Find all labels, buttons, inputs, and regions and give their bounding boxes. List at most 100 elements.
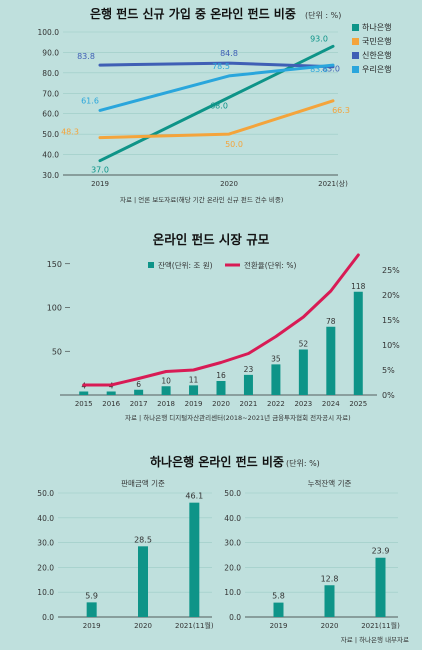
chart1-data-label: 93.0 — [310, 34, 328, 43]
chart1-unit: (단위 : %) — [305, 10, 341, 20]
chart2-bar-label: 11 — [189, 375, 199, 384]
chart2-right-ytick-label: 10% — [382, 341, 400, 350]
chart2-right-ytick-label: 20% — [382, 291, 400, 300]
chart2-xtick-label: 2017 — [130, 400, 148, 408]
chart3-bar-label: 46.1 — [185, 492, 203, 501]
chart2-xtick-label: 2024 — [322, 400, 340, 408]
chart2-bar — [243, 374, 253, 395]
chart1-data-label: 84.8 — [220, 49, 238, 58]
chart1-data-label: 66.3 — [332, 106, 350, 115]
chart2-left-ytick-label: 150 — [47, 260, 62, 269]
chart1-ytick-label: 30.0 — [42, 171, 59, 180]
chart1-data-label: 83.8 — [310, 65, 328, 74]
chart1-series-line — [98, 61, 335, 69]
chart1-legend-swatch — [352, 24, 359, 31]
chart2-right-ytick-label: 25% — [382, 266, 400, 275]
chart3-ytick-label: 10.0 — [37, 588, 54, 597]
chart1-data-label: 83.0 — [322, 65, 340, 74]
chart2-bar-label: 35 — [271, 354, 281, 363]
chart2-source: 자료 | 하나은행 디지털자산관리센터(2018~2021년 금융투자협회 전자… — [125, 413, 351, 422]
chart2-bar-label: 16 — [216, 371, 226, 380]
chart2-bar — [271, 364, 281, 395]
chart2-legend-swatch-bar — [148, 262, 154, 268]
chart2-bar — [134, 389, 144, 395]
chart1-data-label: 50.0 — [225, 140, 243, 149]
chart3-bar-label: 23.9 — [372, 547, 390, 556]
chart1-data-label: 83.8 — [77, 52, 95, 61]
chart2-title: 온라인 펀드 시장 규모 — [153, 232, 270, 247]
chart3-ytick-label: 20.0 — [224, 563, 241, 572]
chart1-xtick-label: 2020 — [220, 180, 238, 188]
chart1-series-line — [98, 44, 335, 163]
chart3-bar — [138, 546, 148, 617]
chart3-bar-label: 12.8 — [321, 574, 339, 583]
chart2-xtick-label: 2020 — [212, 400, 230, 408]
chart3-xtick-label: 2019 — [83, 622, 101, 630]
chart2-bar-label: 6 — [136, 380, 141, 389]
chart2-bar — [216, 381, 226, 395]
chart3-xtick-label: 2021(11월) — [361, 621, 400, 630]
chart2-bar — [326, 326, 336, 395]
chart3-ytick-label: 40.0 — [37, 514, 54, 523]
chart3-unit: (단위: %) — [286, 458, 320, 468]
chart3-bar-label: 5.9 — [85, 591, 98, 600]
chart3-xtick-label: 2021(11월) — [175, 621, 214, 630]
chart1-ytick-label: 80.0 — [42, 69, 59, 78]
chart3-bar — [86, 602, 97, 617]
chart2-right-ytick-label: 15% — [382, 316, 400, 325]
chart1-ytick-label: 40.0 — [42, 151, 59, 160]
chart2-xtick-label: 2018 — [157, 400, 175, 408]
chart2-legend-label-line: 전환율(단위: %) — [244, 260, 296, 270]
chart1-legend-label: 신한은행 — [362, 50, 391, 60]
chart2-left-ytick-label: 100 — [47, 304, 62, 313]
chart3-ytick-label: 40.0 — [224, 514, 241, 523]
chart2-xtick-label: 2022 — [267, 400, 285, 408]
chart2-xtick-label: 2016 — [102, 400, 120, 408]
chart2-legend-label-bar: 잔액(단위: 조 원) — [158, 260, 213, 270]
chart2-bar-label: 23 — [244, 365, 254, 374]
chart2-bar-label: 52 — [299, 340, 309, 349]
chart3-ytick-label: 10.0 — [224, 588, 241, 597]
chart3-source: 자료 | 하나은행 내부자료 — [341, 635, 409, 644]
chart2-left-ytick-label: 50 — [52, 347, 62, 356]
chart1-data-label: 78.5 — [212, 62, 230, 71]
chart3-xtick-label: 2019 — [270, 622, 288, 630]
chart3-ytick-label: 50.0 — [224, 489, 241, 498]
chart2-bar-label: 10 — [161, 376, 171, 385]
chart3-bar-label: 28.5 — [134, 535, 152, 544]
chart3-ytick-label: 30.0 — [224, 539, 241, 548]
chart3-bar — [375, 557, 386, 617]
chart2-bar — [298, 349, 308, 395]
chart1-legend-swatch — [352, 38, 359, 45]
chart2-bar — [79, 391, 89, 395]
chart3-ytick-label: 20.0 — [37, 563, 54, 572]
chart1-xtick-label: 2021(상) — [318, 179, 348, 188]
chart1-ytick-label: 50.0 — [42, 130, 59, 139]
chart2-xtick-label: 2023 — [294, 400, 312, 408]
chart2-bar — [189, 385, 199, 395]
chart2-xtick-label: 2015 — [75, 400, 93, 408]
chart2-line — [82, 253, 360, 387]
chart1-legend-label: 하나은행 — [362, 22, 391, 32]
chart1-data-label: 68.0 — [210, 101, 228, 110]
chart3-panel-subtitle: 누적잔액 기준 — [308, 478, 352, 488]
chart1-title: 은행 펀드 신규 가입 중 온라인 펀드 비중 — [90, 6, 296, 21]
chart3-bar — [189, 502, 200, 617]
chart2-bar — [353, 291, 363, 395]
chart1-source: 자료 | 언론 보도자료(해당 기간 온라인 신규 펀드 건수 비중) — [120, 195, 283, 204]
chart1-ytick-label: 70.0 — [42, 89, 59, 98]
chart2-xtick-label: 2025 — [349, 400, 367, 408]
chart1-data-label: 37.0 — [91, 166, 109, 175]
chart1-legend-swatch — [352, 52, 359, 59]
chart1-ytick-label: 90.0 — [42, 48, 59, 57]
chart3-title: 하나은행 온라인 펀드 비중 — [150, 454, 284, 469]
chart2-xtick-label: 2021 — [240, 400, 258, 408]
chart1-data-label: 48.3 — [61, 128, 79, 137]
chart3-bar — [273, 602, 284, 617]
chart3-ytick-label: 0.0 — [229, 613, 241, 622]
chart1-legend-label: 국민은행 — [362, 36, 391, 46]
chart1-xtick-label: 2019 — [91, 180, 109, 188]
chart2-bar-label: 78 — [326, 317, 336, 326]
chart3-ytick-label: 30.0 — [37, 539, 54, 548]
